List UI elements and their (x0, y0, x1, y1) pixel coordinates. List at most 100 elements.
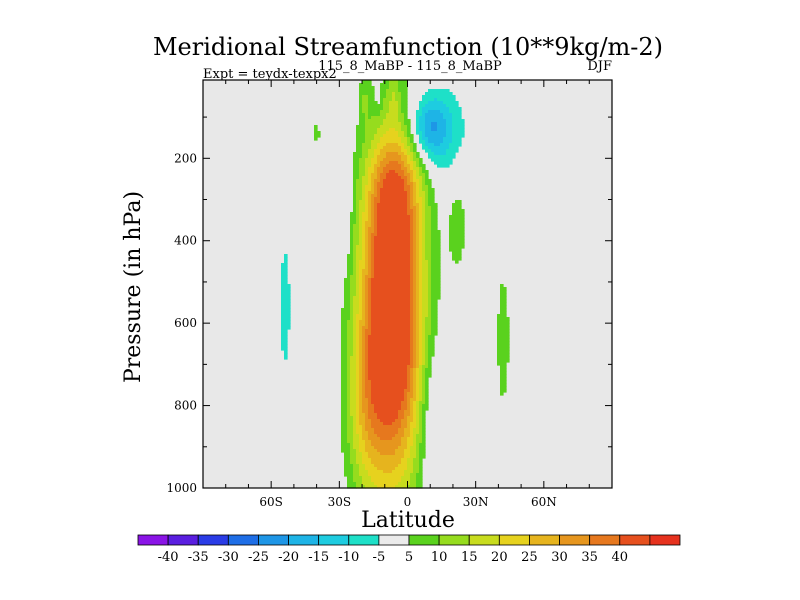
contour-cell (425, 227, 432, 231)
contour-cell (413, 158, 420, 162)
contour-cell (410, 203, 414, 207)
contour-cell (500, 287, 507, 291)
contour-cell (365, 275, 372, 279)
contour-cell (368, 281, 372, 285)
contour-cell (404, 122, 411, 126)
contour-cell (362, 233, 366, 237)
subtitle-right: DJF (587, 59, 612, 74)
contour-cell (401, 125, 408, 129)
contour-cell (398, 161, 405, 165)
contour-cell (341, 407, 348, 411)
contour-cell (422, 293, 429, 297)
contour-cell (401, 149, 408, 153)
contour-cell (362, 152, 369, 156)
contour-cell (377, 218, 411, 222)
contour-cell (428, 314, 432, 318)
contour-cell (416, 329, 420, 333)
contour-cell (383, 119, 399, 123)
contour-cell (359, 305, 363, 309)
contour-cell (413, 410, 417, 414)
contour-cell (386, 164, 402, 168)
contour-cell (416, 176, 423, 180)
contour-cell (431, 125, 438, 129)
contour-cell (419, 119, 426, 123)
contour-cell (341, 350, 348, 354)
contour-cell (413, 218, 417, 222)
contour-cell (422, 263, 429, 267)
contour-cell (359, 224, 363, 228)
contour-cell (404, 455, 411, 459)
contour-cell (431, 248, 441, 252)
contour-cell (371, 182, 375, 186)
contour-cell (356, 314, 363, 318)
contour-cell (368, 194, 372, 198)
contour-cell (377, 131, 387, 135)
contour-cell (443, 101, 459, 105)
contour-cell (419, 389, 423, 393)
contour-cell (410, 191, 414, 195)
contour-cell (416, 407, 420, 411)
contour-cell (416, 386, 420, 390)
contour-cell (353, 203, 357, 207)
contour-cell (419, 326, 423, 330)
contour-cell (356, 149, 363, 153)
contour-cell (431, 209, 438, 213)
contour-cell (416, 449, 420, 453)
contour-cell (371, 260, 375, 264)
contour-cell (419, 284, 423, 288)
contour-cell (368, 116, 372, 120)
contour-cell (368, 266, 372, 270)
contour-cell (341, 392, 348, 396)
contour-cell (428, 311, 432, 315)
contour-cell (362, 176, 369, 180)
contour-cell (413, 242, 417, 246)
contour-cell (407, 398, 411, 402)
contour-cell (365, 257, 369, 261)
colorbar-label: -20 (278, 550, 299, 565)
contour-cell (314, 125, 318, 129)
contour-cell (371, 248, 375, 252)
contour-cell (374, 407, 402, 411)
contour-cell (371, 221, 375, 225)
contour-cell (359, 350, 363, 354)
contour-cell (365, 308, 369, 312)
contour-cell (419, 335, 423, 339)
contour-cell (281, 338, 288, 342)
contour-cell (344, 296, 351, 300)
contour-cell (452, 119, 465, 123)
contour-cell (413, 386, 417, 390)
contour-cell (425, 362, 429, 366)
contour-cell (359, 323, 366, 327)
contour-cell (395, 128, 402, 132)
contour-cell (431, 314, 438, 318)
contour-cell (413, 251, 417, 255)
contour-cell (416, 119, 420, 123)
contour-cell (371, 116, 387, 120)
contour-cell (410, 218, 414, 222)
contour-cell (428, 347, 435, 351)
contour-cell (356, 350, 360, 354)
contour-cell (428, 296, 432, 300)
contour-cell (362, 179, 369, 183)
contour-cell (359, 392, 363, 396)
contour-cell (350, 290, 357, 294)
contour-cell (422, 275, 429, 279)
contour-cell (413, 350, 417, 354)
contour-cell (395, 452, 405, 456)
contour-cell (413, 443, 417, 447)
contour-cell (410, 455, 417, 459)
contour-cell (344, 287, 351, 291)
contour-cell (377, 224, 411, 228)
contour-cell (368, 206, 372, 210)
contour-cell (380, 86, 390, 90)
contour-cell (359, 260, 366, 264)
contour-cell (413, 281, 417, 285)
contour-cell (410, 269, 414, 273)
contour-cell (416, 239, 420, 243)
contour-cell (374, 431, 399, 435)
contour-cell (401, 128, 408, 132)
contour-cell (359, 389, 363, 393)
contour-cell (404, 173, 411, 177)
contour-cell (368, 356, 411, 360)
contour-cell (398, 143, 405, 147)
